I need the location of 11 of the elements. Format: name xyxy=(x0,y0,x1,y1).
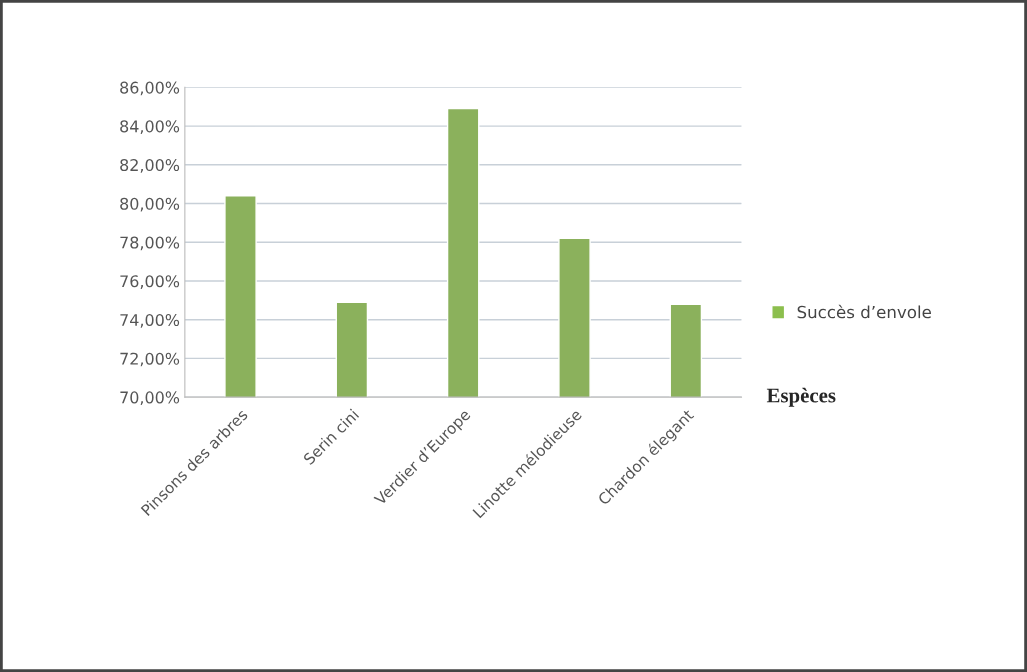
y-tick-label: 82,00% xyxy=(120,159,180,173)
y-tick-label: 70,00% xyxy=(120,391,180,406)
y-tick-label: 80,00% xyxy=(120,197,180,212)
x-axis-title: Espèces xyxy=(766,387,836,407)
y-tick-label: 76,00% xyxy=(120,275,180,289)
y-tick-label: 72,00% xyxy=(120,352,180,367)
y-tick-label: 74,00% xyxy=(120,313,180,328)
legend-label: Succès d’envole xyxy=(797,304,931,319)
y-tick-label: 84,00% xyxy=(120,120,180,135)
y-tick-label: 78,00% xyxy=(120,236,180,251)
y-tick-label: 86,00% xyxy=(120,81,180,96)
